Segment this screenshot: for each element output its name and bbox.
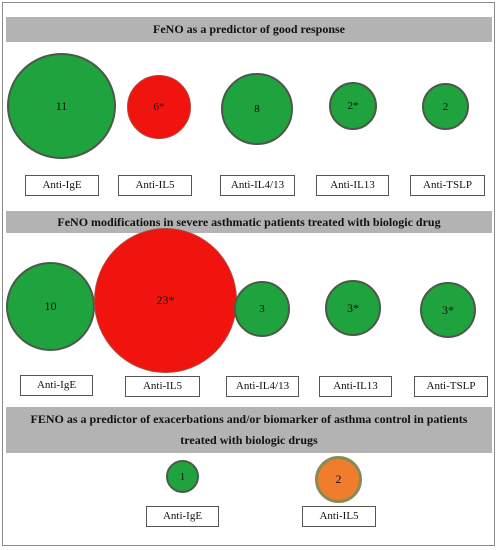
label-anti-ige: Anti-IgE [25,175,99,196]
bubble-anti-il5-good-response: 6* [127,75,191,139]
bubble-value: 8 [254,103,260,115]
label-anti-ige: Anti-IgE [146,506,219,527]
section-2-header: FeNO modifications in severe asthmatic p… [6,211,492,233]
bubble-value: 6* [153,101,165,113]
bubble-value: 2 [442,100,449,113]
label-anti-il4-13: Anti-IL4/13 [220,175,295,196]
label-anti-ige: Anti-IgE [20,375,93,396]
bubble-value: 10 [44,299,57,313]
bubble-anti-il4-13-modifications: 3 [234,281,290,337]
bubble-value: 3* [347,300,359,315]
bubble-anti-il4-13-good-response: 8 [221,73,293,145]
bubble-anti-tslp-good-response: 2 [422,83,469,130]
label-anti-il13: Anti-IL13 [319,376,392,397]
bubble-anti-ige-good-response: 11 [7,53,116,159]
label-anti-tslp: Anti-TSLP [414,376,488,397]
bubble-anti-ige-exacerbations: 1 [166,460,199,493]
label-anti-il5: Anti-IL5 [302,506,376,527]
bubble-anti-il13-good-response: 2* [329,82,377,130]
label-anti-il4-13: Anti-IL4/13 [226,376,299,397]
section-3-header-line-2: treated with biologic drugs [180,433,318,447]
label-anti-tslp: Anti-TSLP [410,175,485,196]
label-anti-il5: Anti-IL5 [118,175,192,196]
label-anti-il13: Anti-IL13 [316,175,389,196]
bubble-value: 3* [442,302,454,317]
bubble-value: 3 [259,303,265,315]
bubble-anti-il5-modifications: 23* [94,228,237,373]
bubble-value: 1 [179,470,186,483]
bubble-value: 23* [156,293,175,307]
bubble-anti-il5-exacerbations: 2 [315,456,362,503]
label-anti-il5: Anti-IL5 [125,376,200,397]
section-3-header-line-1: FENO as a predictor of exacerbations and… [30,412,468,426]
bubble-anti-il13-modifications: 3* [325,280,381,336]
section-1-header: FeNO as a predictor of good response [6,17,492,42]
bubble-anti-tslp-modifications: 3* [420,282,476,338]
bubble-anti-ige-modifications: 10 [6,262,95,351]
bubble-value: 11 [55,98,68,113]
figure-frame [2,2,495,546]
bubble-value: 2 [335,472,342,486]
section-3-header: FENO as a predictor of exacerbations and… [6,407,492,453]
bubble-value: 2* [347,100,359,112]
